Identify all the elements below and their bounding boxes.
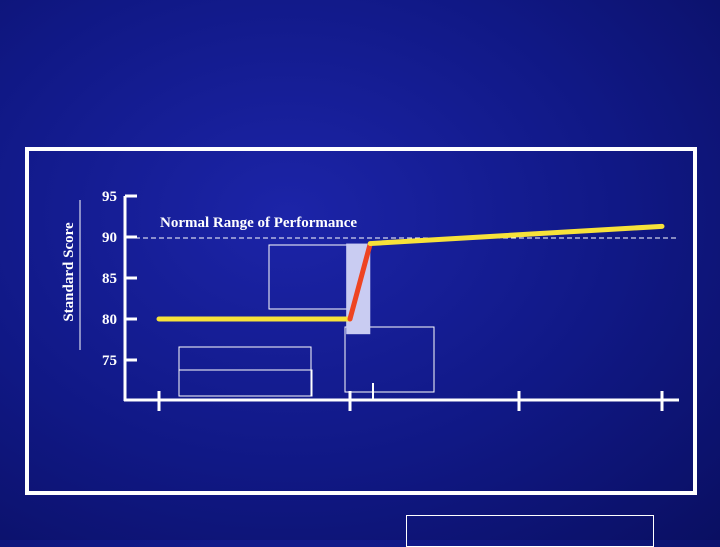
series-line	[347, 241, 373, 322]
y-tick-label: 80	[102, 312, 117, 328]
y-tick-label: 85	[102, 271, 117, 287]
y-axis-title: Standard Score	[61, 222, 77, 322]
placeholder-box	[178, 369, 313, 397]
y-tick-label: 90	[102, 230, 117, 246]
bottom-placeholder-box	[406, 515, 654, 547]
normal-range-label: Normal Range of Performance	[160, 215, 357, 231]
plot-frame	[25, 147, 697, 495]
placeholder-box	[268, 244, 348, 310]
y-ticks: 95 90 85 80 75	[102, 189, 137, 369]
placeholder-box	[344, 326, 435, 393]
y-tick-label: 95	[102, 189, 117, 205]
series-group	[156, 223, 665, 322]
x-ticks	[157, 383, 664, 411]
placeholder-box	[178, 346, 312, 397]
series-line	[367, 223, 665, 247]
y-tick-label: 75	[102, 353, 117, 369]
